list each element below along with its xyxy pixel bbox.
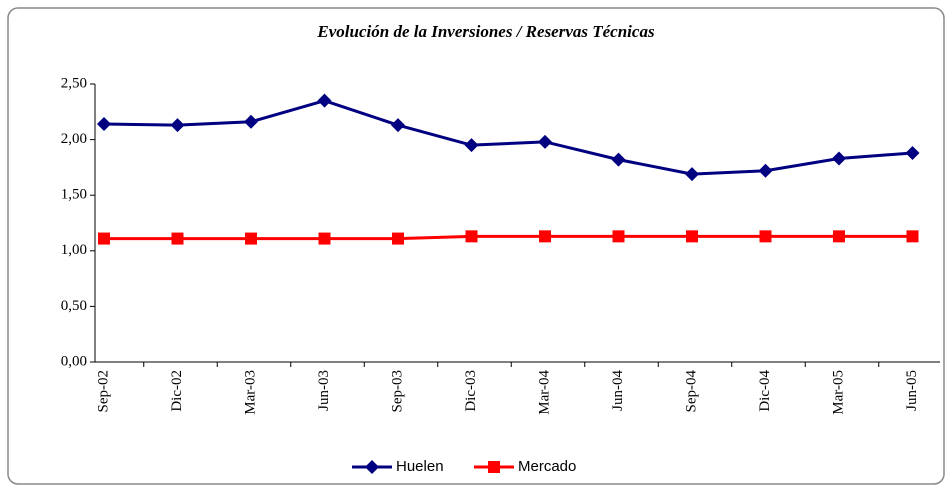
x-tick-label: Mar-05 [830, 370, 846, 415]
data-point [465, 230, 478, 243]
legend-marker [488, 461, 500, 473]
data-point [170, 118, 185, 133]
data-point [538, 134, 552, 149]
x-tick-label: Sep-02 [95, 370, 111, 413]
chart-title: Evolución de la Inversiones / Reservas T… [316, 22, 655, 41]
x-tick-label: Mar-04 [536, 370, 552, 415]
x-tick-label: Mar-03 [242, 370, 258, 415]
data-point [318, 232, 331, 245]
data-point [906, 230, 919, 243]
x-tick-label: Dic-04 [757, 370, 773, 412]
data-point [171, 232, 184, 245]
chart-frame [7, 7, 945, 485]
data-point [244, 114, 258, 129]
data-point [685, 167, 699, 182]
data-point [832, 151, 846, 166]
data-point [758, 163, 773, 178]
data-point [833, 230, 845, 243]
data-point [317, 93, 332, 108]
x-tick-label: Jun-04 [610, 370, 626, 411]
y-tick-label: 0,00 [61, 353, 87, 369]
data-point [686, 230, 698, 243]
y-tick-label: 2,00 [61, 131, 87, 147]
data-point [759, 230, 772, 243]
x-tick-label: Sep-03 [389, 370, 405, 413]
x-tick-label: Sep-04 [683, 370, 699, 413]
y-tick-label: 0,50 [61, 298, 87, 314]
y-tick-label: 1,00 [61, 242, 87, 258]
data-point [245, 232, 257, 245]
legend-label: Mercado [518, 458, 576, 475]
data-point [98, 232, 110, 245]
legend-label: Huelen [396, 458, 444, 475]
x-tick-label: Dic-03 [463, 370, 479, 412]
data-point [611, 152, 626, 167]
series-line [104, 234, 913, 241]
data-point [905, 145, 920, 160]
data-point [539, 230, 551, 243]
legend-marker [365, 460, 379, 474]
data-point [464, 138, 479, 153]
data-point [391, 118, 405, 133]
data-point [612, 230, 625, 243]
y-tick-label: 1,50 [61, 187, 87, 203]
series-line [103, 99, 913, 176]
x-tick-label: Jun-05 [904, 370, 920, 411]
data-point [97, 117, 111, 132]
data-point [392, 232, 404, 245]
y-tick-label: 2,50 [61, 75, 87, 91]
x-tick-label: Jun-03 [316, 370, 332, 411]
x-tick-label: Dic-02 [169, 370, 185, 412]
